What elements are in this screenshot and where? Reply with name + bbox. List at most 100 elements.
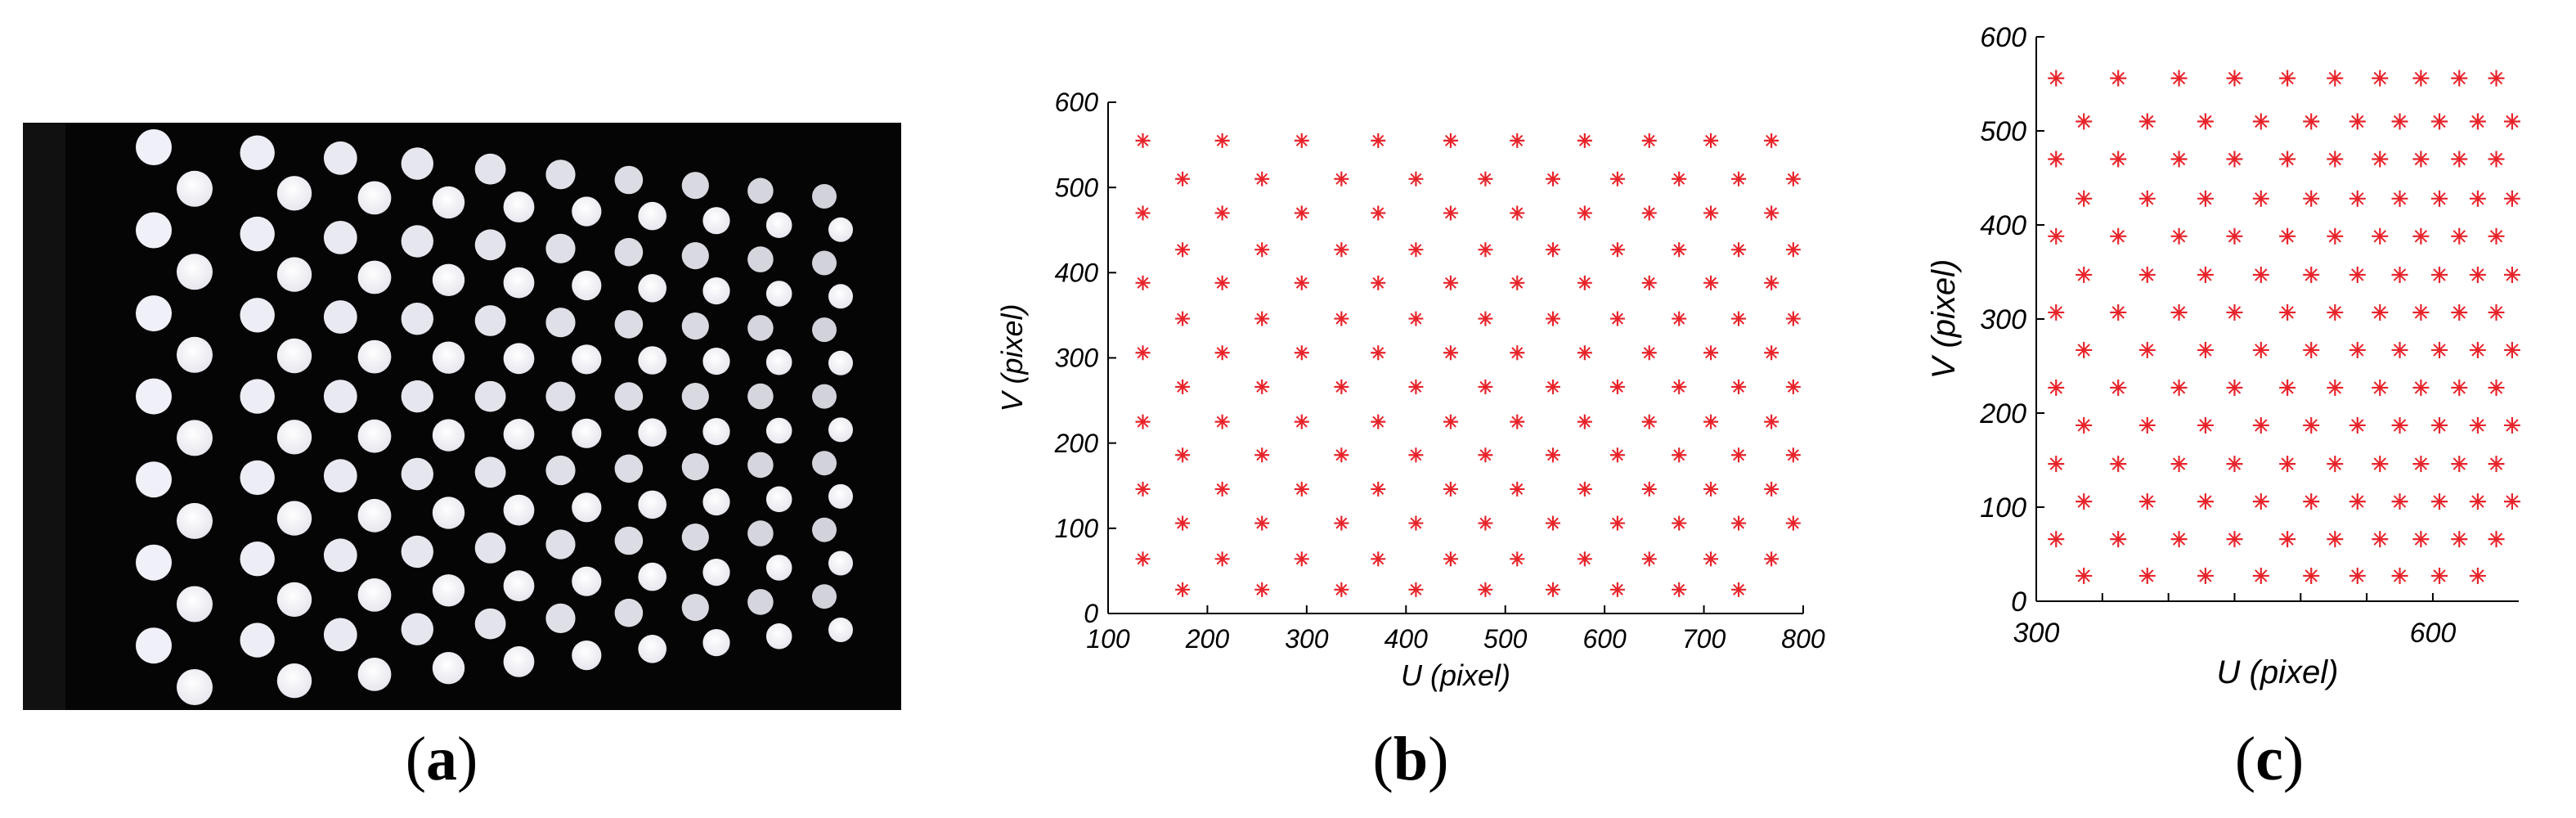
data-point (1408, 171, 1424, 187)
data-point (1334, 447, 1349, 463)
data-point (2372, 456, 2389, 473)
calibration-dot (747, 315, 774, 341)
data-point (1334, 171, 1349, 187)
calibration-dot (323, 459, 357, 493)
data-point (1371, 133, 1386, 148)
data-point (2431, 113, 2448, 130)
x-tick-label: 700 (1682, 624, 1726, 654)
data-point (1672, 515, 1687, 531)
data-point (2412, 531, 2430, 548)
data-point (1294, 414, 1309, 429)
data-point (2451, 379, 2468, 396)
data-point (2170, 151, 2188, 168)
calibration-dot (474, 229, 506, 261)
data-point (1478, 311, 1493, 326)
data-point (1408, 242, 1424, 258)
data-point (2226, 456, 2243, 473)
data-point (2076, 416, 2093, 434)
data-point (2252, 190, 2269, 207)
data-point (2279, 379, 2296, 396)
calibration-dot (136, 461, 172, 498)
data-point (1764, 345, 1779, 361)
data-point (1785, 242, 1801, 258)
calibration-dot (276, 176, 312, 211)
calibration-dot (357, 419, 392, 453)
data-point (2048, 70, 2065, 87)
data-point (1135, 551, 1151, 567)
data-point (2048, 227, 2065, 245)
data-point (2226, 227, 2243, 245)
data-point (2412, 227, 2430, 245)
y-axis-title: V (pixel) (995, 303, 1029, 411)
data-point (2303, 493, 2320, 510)
data-point (2197, 416, 2214, 434)
data-point (1785, 447, 1801, 463)
calibration-dot (545, 529, 576, 560)
data-point (2252, 341, 2269, 358)
calibration-dot (432, 341, 465, 374)
calibration-dot (765, 212, 792, 238)
data-point (2488, 303, 2505, 321)
calibration-dot (681, 312, 709, 340)
data-point (2488, 227, 2505, 245)
data-point (2488, 531, 2505, 548)
calibration-dot (545, 381, 576, 411)
data-point (1577, 481, 1592, 497)
calibration-dot (614, 310, 644, 339)
data-point (2391, 190, 2408, 207)
data-point (2076, 567, 2093, 584)
data-point (1577, 551, 1592, 567)
data-point (2303, 567, 2320, 584)
calibration-dot (474, 456, 506, 488)
data-point (2170, 456, 2188, 473)
data-point (2279, 151, 2296, 168)
data-point (2048, 379, 2065, 396)
calibration-dot (276, 501, 312, 536)
data-point (2372, 151, 2389, 168)
data-point (2138, 341, 2156, 358)
data-point (2048, 151, 2065, 168)
data-point (1641, 133, 1657, 148)
data-point (1764, 551, 1779, 567)
data-point (2197, 190, 2214, 207)
data-point (2279, 456, 2296, 473)
calibration-dot (614, 454, 644, 483)
data-point (1214, 345, 1230, 361)
data-point (1371, 551, 1386, 567)
calibration-dot (702, 559, 730, 587)
data-point (2451, 227, 2468, 245)
calibration-dot (747, 452, 774, 479)
data-point (2412, 379, 2430, 396)
data-point (2327, 379, 2344, 396)
data-point (1577, 345, 1592, 361)
data-point (1731, 447, 1747, 463)
calibration-dot (474, 608, 506, 640)
data-point (2110, 151, 2127, 168)
data-point (2349, 416, 2366, 434)
data-point (1294, 551, 1309, 567)
calibration-dot (765, 555, 792, 581)
calibration-dot (503, 646, 535, 677)
data-point (1672, 242, 1687, 258)
x-axis-title: U (pixel) (2217, 654, 2339, 690)
data-point (1731, 242, 1747, 258)
data-point (2431, 266, 2448, 283)
data-point (2372, 303, 2389, 321)
calibration-dot (136, 627, 172, 664)
calibration-dot (276, 257, 312, 292)
data-point (1254, 379, 1270, 394)
data-point (2327, 151, 2344, 168)
data-point (1214, 481, 1230, 497)
calibration-dot (432, 263, 465, 296)
calibration-dot (276, 338, 312, 374)
calibration-dot (614, 598, 644, 627)
x-tick-label: 300 (1285, 624, 1329, 654)
calibration-dot (240, 622, 275, 658)
y-tick-label: 400 (1980, 210, 2026, 241)
data-point (1609, 515, 1625, 531)
y-tick-label: 100 (1055, 514, 1099, 543)
calibration-dot (503, 494, 535, 526)
calibration-dot (828, 284, 853, 309)
data-point (2076, 266, 2093, 283)
calibration-dot (276, 420, 312, 455)
